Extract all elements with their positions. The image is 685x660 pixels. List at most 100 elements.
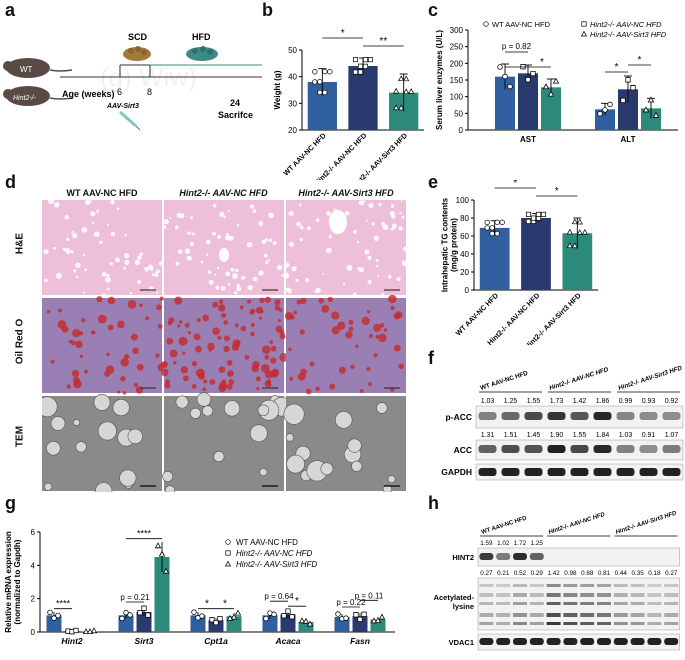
lipid-vacuole (106, 223, 109, 226)
acetyl-band (513, 622, 527, 625)
d-col-title-2: Hint2-/- AAV-NC HFD (179, 188, 268, 198)
lipid-droplet (296, 299, 302, 305)
lipid-droplet (274, 299, 281, 306)
d-row-label-oil: Oil Red O (14, 318, 26, 365)
y-tick-label: 0 (459, 126, 464, 135)
acetyl-band (479, 613, 494, 617)
bar (348, 66, 378, 130)
gapdh-band (478, 468, 497, 476)
lipid-vacuole (179, 213, 185, 219)
lipid-vacuole (382, 224, 389, 231)
lipid-vacuole (137, 279, 142, 284)
acetyl-band (664, 584, 679, 587)
lipid-droplet (72, 328, 81, 338)
y-tick-label: 40 (460, 250, 469, 259)
data-point (234, 609, 242, 616)
lipid-droplet (283, 403, 305, 425)
x-tick-label: Hint2 (61, 636, 83, 646)
lipid-vacuole (401, 215, 405, 219)
data-point (499, 219, 505, 225)
lipid-droplet (209, 379, 216, 385)
lipid-droplet (139, 303, 143, 308)
lipid-vacuole (353, 230, 357, 234)
lipid-droplet (366, 367, 371, 372)
lipid-droplet (95, 482, 113, 492)
lipid-droplet (42, 396, 58, 418)
mouse-wt-icon: WT (3, 58, 73, 78)
lipid-droplet (228, 379, 235, 385)
lipid-droplet (279, 352, 289, 362)
data-point (302, 617, 310, 624)
lipid-droplet (112, 399, 130, 417)
lipid-droplet (217, 335, 222, 340)
lipid-droplet (178, 336, 188, 346)
lipid-vacuole (109, 262, 114, 266)
lipid-droplet (133, 382, 138, 387)
acetyl-band (613, 593, 628, 597)
acetyl-band (580, 613, 595, 617)
mouse-ko-label: Hint2-/- (13, 95, 37, 102)
lipid-vacuole (236, 224, 240, 227)
lipid-vacuole (368, 202, 374, 209)
acetyl-band (597, 584, 611, 587)
lipid-droplet (160, 368, 169, 377)
vdac1-band (496, 638, 511, 645)
lane-group-label: Hint2-/- AAV-Sirt3 HFD (617, 365, 683, 392)
data-point (209, 617, 215, 623)
lipid-vacuole (357, 240, 360, 244)
oil-red-image (160, 296, 289, 393)
pacc-band (501, 412, 520, 420)
data-point (489, 225, 495, 231)
acc-quant: 1.51 (504, 432, 518, 439)
lipid-vacuole (72, 232, 78, 239)
lipid-droplet (130, 333, 138, 341)
lipid-droplet (162, 471, 174, 482)
data-point (489, 230, 495, 237)
lipid-droplet (260, 364, 270, 373)
lipid-droplet (120, 357, 130, 367)
lipid-droplet (337, 321, 346, 330)
data-point (393, 104, 400, 111)
lipid-droplet (156, 304, 162, 311)
lipid-vacuole (187, 231, 192, 236)
data-point (378, 613, 386, 620)
annotation: p = 0.21 (120, 593, 150, 602)
lipid-droplet (250, 322, 255, 327)
blot-h: WT AAV-NC HFD Hint2-/- AAV-NC HFD Hint2-/-… (434, 510, 680, 651)
pacc-quant: 1.42 (573, 398, 587, 405)
lipid-droplet (250, 331, 255, 337)
acc-band (478, 445, 497, 453)
lipid-droplet (73, 379, 82, 389)
pacc-band (639, 412, 658, 420)
vdac1-band (597, 638, 611, 645)
data-point (530, 71, 536, 77)
lipid-vacuole (216, 267, 220, 270)
data-point (263, 615, 269, 622)
lipid-vacuole (247, 284, 253, 291)
x-tick-label: ALT (621, 135, 636, 144)
vdac1-band (546, 638, 561, 645)
lipid-droplet (166, 337, 174, 345)
lipid-droplet (387, 475, 396, 484)
lipid-vacuole (380, 293, 384, 297)
lipid-droplet (286, 454, 305, 474)
d-row-label-tem: TEM (14, 425, 26, 448)
lipid-droplet (191, 360, 198, 367)
significance-label: ** (379, 36, 387, 47)
data-point (525, 218, 532, 224)
lipid-vacuole (177, 249, 183, 255)
lipid-vacuole (64, 214, 70, 220)
d-row-label-he: H&E (14, 232, 26, 255)
legend-label: Hint2-/- AAV-Sirt3 HFD (590, 30, 667, 39)
lipid-droplet (169, 349, 178, 358)
diet-hfd-label: HFD (192, 32, 211, 42)
lipid-vacuole (169, 216, 172, 219)
acetyl-band (630, 584, 645, 587)
lipid-vacuole (276, 264, 283, 271)
lipid-vacuole (241, 275, 246, 280)
lipid-vacuole (403, 246, 408, 252)
data-point (540, 211, 547, 217)
lipid-droplet (202, 379, 208, 384)
acetyl-band (580, 593, 595, 597)
lipid-vacuole (227, 283, 231, 286)
